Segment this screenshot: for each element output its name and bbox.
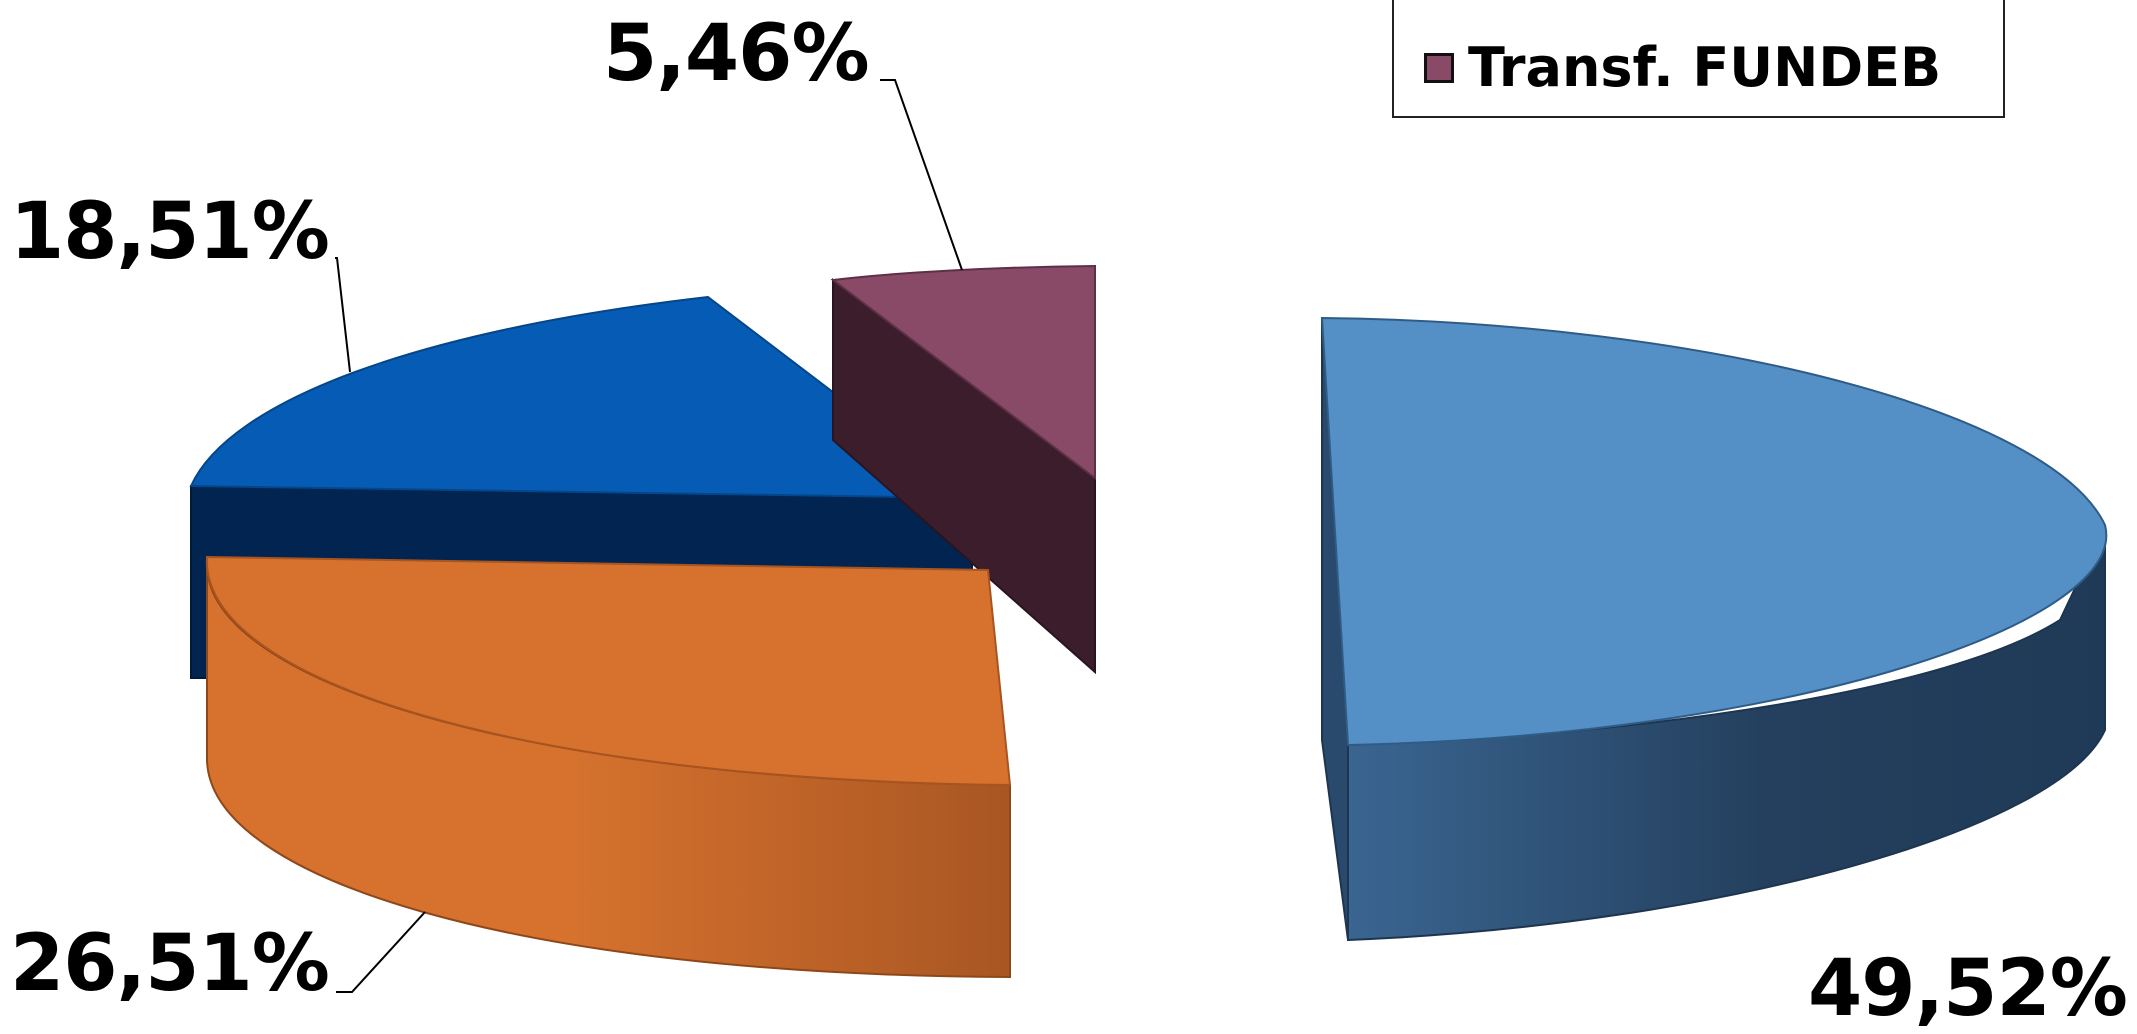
- legend-label-transf-fundeb: Transf. FUNDEB: [1468, 36, 1942, 99]
- leader-line-18-51: [335, 257, 351, 373]
- slice-5-46-top: [830, 264, 1096, 481]
- leader-line-26-51: [336, 911, 426, 993]
- slice-5-46: [830, 264, 1096, 675]
- slice-49-52: [1320, 316, 2108, 942]
- slice-26-51: [205, 555, 1012, 979]
- slice-18-51-top: [189, 295, 976, 500]
- data-label-5-46: 5,46%: [603, 9, 870, 99]
- legend: Transf. FUNDEB: [1392, 0, 2005, 118]
- slice-26-51-top: [205, 555, 1012, 787]
- data-label-49-52: 49,52%: [1808, 944, 2128, 1034]
- data-label-18-51: 18,51%: [10, 187, 330, 277]
- legend-swatch-transf-fundeb: [1424, 52, 1454, 83]
- legend-item-transf-fundeb: Transf. FUNDEB: [1424, 36, 1941, 99]
- data-label-26-51: 26,51%: [10, 919, 330, 1009]
- slice-49-52-top: [1320, 316, 2108, 747]
- leader-line-5-46: [880, 79, 963, 271]
- slice-49-52-side: [1347, 524, 2106, 942]
